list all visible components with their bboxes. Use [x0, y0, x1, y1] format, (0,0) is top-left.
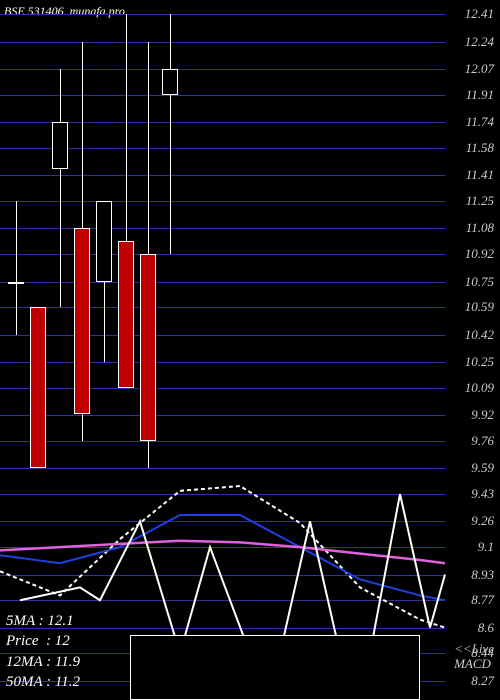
chart-container: BSE 531406 munafa.pro 12.41 12.24 12.07 11.… [0, 0, 500, 700]
grid-line [0, 175, 445, 176]
candle-wick [16, 201, 17, 335]
ma_mid-line [0, 515, 445, 600]
y-tick-label: 11.41 [466, 167, 494, 183]
y-tick-label: 9.76 [471, 433, 494, 449]
candle-body [74, 228, 90, 413]
y-tick-label: 11.25 [466, 193, 494, 209]
grid-line [0, 282, 445, 283]
y-tick-label: 12.24 [465, 34, 494, 50]
candle-body [162, 69, 178, 95]
grid-line [0, 42, 445, 43]
y-tick-label: 11.58 [466, 140, 494, 156]
y-tick-label: 11.08 [466, 220, 494, 236]
candle-body [30, 307, 46, 468]
y-tick-label: 9.59 [471, 460, 494, 476]
grid-line [0, 521, 445, 522]
candle-body [140, 254, 156, 441]
macd-text: MACD [454, 656, 494, 672]
ma_fast-line [0, 486, 445, 628]
grid-line [0, 307, 445, 308]
grid-line [0, 388, 445, 389]
candle-wick [60, 69, 61, 307]
ma-row: 5MA : 12.1 [6, 611, 80, 631]
y-tick-label: 9.1 [478, 539, 494, 555]
y-tick-label: 10.42 [465, 327, 494, 343]
y-tick-label: 11.91 [466, 87, 494, 103]
y-tick-label: 8.77 [471, 592, 494, 608]
y-tick-label: 8.27 [471, 673, 494, 689]
grid-line [0, 95, 445, 96]
y-tick-label: 8.6 [478, 620, 494, 636]
grid-line [0, 14, 445, 15]
grid-line [0, 228, 445, 229]
ma_slow-line [0, 541, 445, 564]
macd-annotation: <<Live MACD [454, 641, 494, 672]
grid-line [0, 69, 445, 70]
grid-line [0, 415, 445, 416]
candle-wick [170, 14, 171, 254]
ma-info-panel: 5MA : 12.1 Price : 12 12MA : 11.9 50MA :… [6, 611, 80, 692]
y-tick-label: 10.59 [465, 299, 494, 315]
ticker-label: BSE 531406 munafa.pro [4, 4, 125, 19]
grid-line [0, 335, 445, 336]
grid-line [0, 600, 445, 601]
y-tick-label: 9.26 [471, 513, 494, 529]
grid-line [0, 547, 445, 548]
grid-line [0, 575, 445, 576]
y-tick-label: 10.92 [465, 246, 494, 262]
ma-row: 50MA : 11.2 [6, 672, 80, 692]
grid-line [0, 494, 445, 495]
macd-histogram-box [130, 635, 420, 700]
grid-line [0, 441, 445, 442]
y-tick-label: 8.93 [471, 567, 494, 583]
watermark-text: munafa.pro [70, 4, 125, 18]
grid-line [0, 468, 445, 469]
candle-body [8, 282, 24, 284]
y-tick-label: 10.25 [465, 354, 494, 370]
candle-body [118, 241, 134, 387]
candle-body [96, 201, 112, 281]
grid-line [0, 201, 445, 202]
ticker-text: BSE 531406 [4, 4, 64, 18]
ma-row: Price : 12 [6, 631, 80, 651]
y-tick-label: 12.41 [465, 6, 494, 22]
ma-row: 12MA : 11.9 [6, 652, 80, 672]
y-tick-label: 12.07 [465, 61, 494, 77]
grid-line [0, 254, 445, 255]
grid-line [0, 362, 445, 363]
candle-body [52, 122, 68, 169]
live-text: <<Live [454, 641, 494, 657]
y-tick-label: 10.09 [465, 380, 494, 396]
y-tick-label: 10.75 [465, 274, 494, 290]
y-tick-label: 9.43 [471, 486, 494, 502]
y-tick-label: 9.92 [471, 407, 494, 423]
y-tick-label: 11.74 [466, 114, 494, 130]
